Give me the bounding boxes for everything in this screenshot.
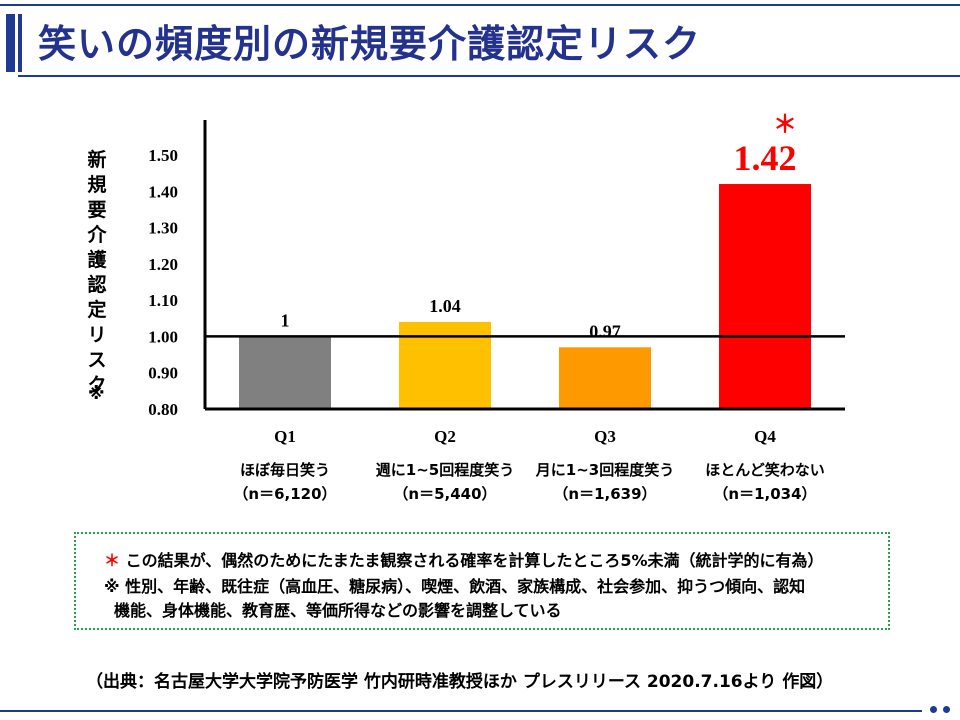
notes-box — [74, 532, 890, 630]
x-tick-label: Q3 — [594, 427, 616, 446]
data-label: 1.42 — [734, 138, 797, 178]
bar-q2 — [399, 321, 491, 409]
y-tick-label: 1.40 — [148, 182, 178, 201]
note-line-1: この結果が、偶然のためにたまたま観察される確率を計算したところ5%未満（統計学的… — [125, 551, 824, 570]
category-sample-size: （n＝5,440） — [393, 485, 496, 503]
y-tick-label: 1.30 — [148, 219, 178, 238]
y-tick-label: 1.50 — [148, 146, 178, 165]
y-axis-label-mark: ※ — [88, 384, 105, 404]
bar-chart: 0.80 0.90 1.00 1.10 1.20 1.30 1.40 1.50 1 Q1 ほぼ毎日笑… — [148, 110, 845, 503]
note-star-icon: ＊ — [104, 551, 121, 570]
category-description: ほとんど笑わない — [705, 461, 825, 479]
note-line-2: ※ 性別、年齢、既往症（高血圧、糖尿病）、喫煙、飲酒、家族構成、社会参加、抑うつ… — [104, 577, 806, 596]
footer-dot-2 — [943, 706, 950, 713]
title-rule — [18, 75, 960, 77]
data-label: 0.97 — [589, 321, 621, 341]
category-sample-size: （n＝1,639） — [553, 485, 656, 503]
footer-dot-1 — [930, 706, 937, 713]
note-line-3: 機能、身体機能、教育歴、等価所得などの影響を調整している — [114, 601, 562, 620]
bottom-rule — [0, 710, 922, 712]
x-tick-label: Q4 — [754, 427, 776, 446]
title-accent-bar — [6, 14, 15, 72]
title-accent-bar-thin — [18, 14, 22, 72]
category-description: 月に1~3回程度笑う — [535, 461, 674, 479]
x-tick-label: Q1 — [274, 427, 296, 446]
top-rule — [0, 4, 960, 6]
category-sample-size: （n＝1,034） — [713, 485, 816, 503]
note-significance: ＊ この結果が、偶然のためにたまたま観察される確率を計算したところ5%未満（統計… — [104, 547, 823, 571]
bar-q4 — [719, 184, 811, 409]
data-label: 1 — [281, 310, 290, 330]
y-tick-label: 1.20 — [148, 255, 178, 274]
category-description: ほぼ毎日笑う — [240, 461, 330, 479]
bar-q3 — [559, 347, 651, 409]
y-axis-label: 新規要介護認定リスク — [87, 149, 107, 396]
y-tick-label: 0.90 — [148, 364, 178, 383]
y-tick-label: 1.10 — [148, 291, 178, 310]
page-title: 笑いの頻度別の新規要介護認定リスク — [38, 22, 702, 66]
significance-star-icon: ＊ — [773, 110, 797, 138]
x-tick-label: Q2 — [434, 427, 456, 446]
data-label: 1.04 — [429, 296, 461, 316]
bar-q1 — [239, 336, 331, 409]
category-description: 週に1~5回程度笑う — [376, 461, 514, 479]
y-tick-label: 0.80 — [148, 400, 178, 419]
source-citation: （出典：名古屋大学大学院予防医学 竹内研時准教授ほか プレスリリース 2020.… — [86, 672, 834, 692]
category-sample-size: （n＝6,120） — [233, 485, 336, 503]
y-tick-label: 1.00 — [148, 327, 178, 346]
